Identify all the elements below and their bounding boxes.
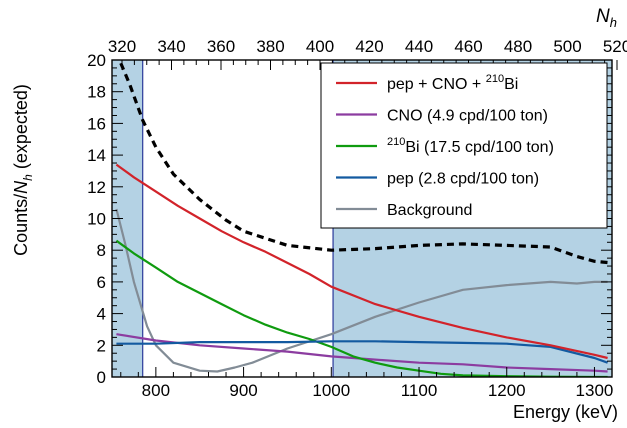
top-tick-label-460: 460 xyxy=(454,37,482,56)
series-line-1 xyxy=(115,163,608,360)
y-tick-label-0: 0 xyxy=(97,368,106,387)
region-boundaries xyxy=(142,60,334,377)
x-tick-label-1200: 1200 xyxy=(488,381,526,400)
legend-label-0: pep + CNO + 210Bi xyxy=(387,73,518,93)
legend-label-text: Background xyxy=(387,202,472,219)
top-tick-label-380: 380 xyxy=(256,37,284,56)
series-group xyxy=(115,62,612,377)
top-tick-label-340: 340 xyxy=(157,37,185,56)
y-tick-label-20: 20 xyxy=(87,51,106,70)
y-tick-label-4: 4 xyxy=(97,305,106,324)
top-tick-label-440: 440 xyxy=(405,37,433,56)
y-label-main: Counts/ xyxy=(11,194,31,256)
y-tick-label-8: 8 xyxy=(97,241,106,260)
legend-label-3: pep (2.8 cpd/100 ton) xyxy=(387,171,539,188)
series-line-3 xyxy=(115,239,608,377)
x-tick-label-1000: 1000 xyxy=(312,381,350,400)
y-label-symbol: N xyxy=(11,180,31,194)
legend-label-1: CNO (4.9 cpd/100 ton) xyxy=(387,108,548,125)
x-tick-label-900: 900 xyxy=(229,381,257,400)
legend-label-suffix: Bi (17.5 cpd/100 ton) xyxy=(405,139,554,156)
y-tick-label-16: 16 xyxy=(87,114,106,133)
x-tick-label-1300: 1300 xyxy=(576,381,614,400)
series-line-5 xyxy=(115,208,608,373)
legend-label-text: pep + CNO + xyxy=(387,76,486,93)
y-tick-label-12: 12 xyxy=(87,178,106,197)
legend-label-text: pep (2.8 cpd/100 ton) xyxy=(387,171,539,188)
y-axis-label: Counts/Nh (expected) xyxy=(11,84,35,256)
y-tick-label-10: 10 xyxy=(87,210,106,229)
x-axis-label: Energy (keV) xyxy=(513,402,618,422)
series-lines xyxy=(115,62,612,377)
legend-label-suffix: Bi xyxy=(504,76,518,93)
legend-label-superscript: 210 xyxy=(387,136,405,148)
legend-label-superscript: 210 xyxy=(486,73,504,85)
y-tick-label-2: 2 xyxy=(97,336,106,355)
series-line-2 xyxy=(116,333,608,373)
top-tick-label-500: 500 xyxy=(553,37,581,56)
top-tick-label-480: 480 xyxy=(504,37,532,56)
y-label-tail: (expected) xyxy=(11,84,31,174)
top-tick-label-520: 520 xyxy=(603,37,627,56)
top-axis-subscript: h xyxy=(610,15,617,30)
series-line-4 xyxy=(116,340,608,364)
y-tick-label-14: 14 xyxy=(87,146,106,165)
legend-label-text: CNO (4.9 cpd/100 ton) xyxy=(387,108,548,125)
y-tick-label-6: 6 xyxy=(97,273,106,292)
legend-label-4: Background xyxy=(387,202,472,219)
top-tick-label-320: 320 xyxy=(108,37,136,56)
top-tick-label-360: 360 xyxy=(207,37,235,56)
top-axis-label: Nh xyxy=(596,6,617,30)
top-axis-symbol: N xyxy=(596,6,610,27)
tick-labels: 800 900 1000 1100 1200 1300024681012141618203… xyxy=(87,37,627,400)
top-tick-label-420: 420 xyxy=(355,37,383,56)
x-tick-label-800: 800 xyxy=(142,381,170,400)
y-label-subscript: h xyxy=(21,174,35,181)
x-tick-label-1100: 1100 xyxy=(401,381,438,400)
y-tick-label-18: 18 xyxy=(87,83,106,102)
top-tick-label-400: 400 xyxy=(306,37,334,56)
legend-label-2: 210Bi (17.5 cpd/100 ton) xyxy=(387,136,554,156)
series-line-0 xyxy=(119,62,612,265)
